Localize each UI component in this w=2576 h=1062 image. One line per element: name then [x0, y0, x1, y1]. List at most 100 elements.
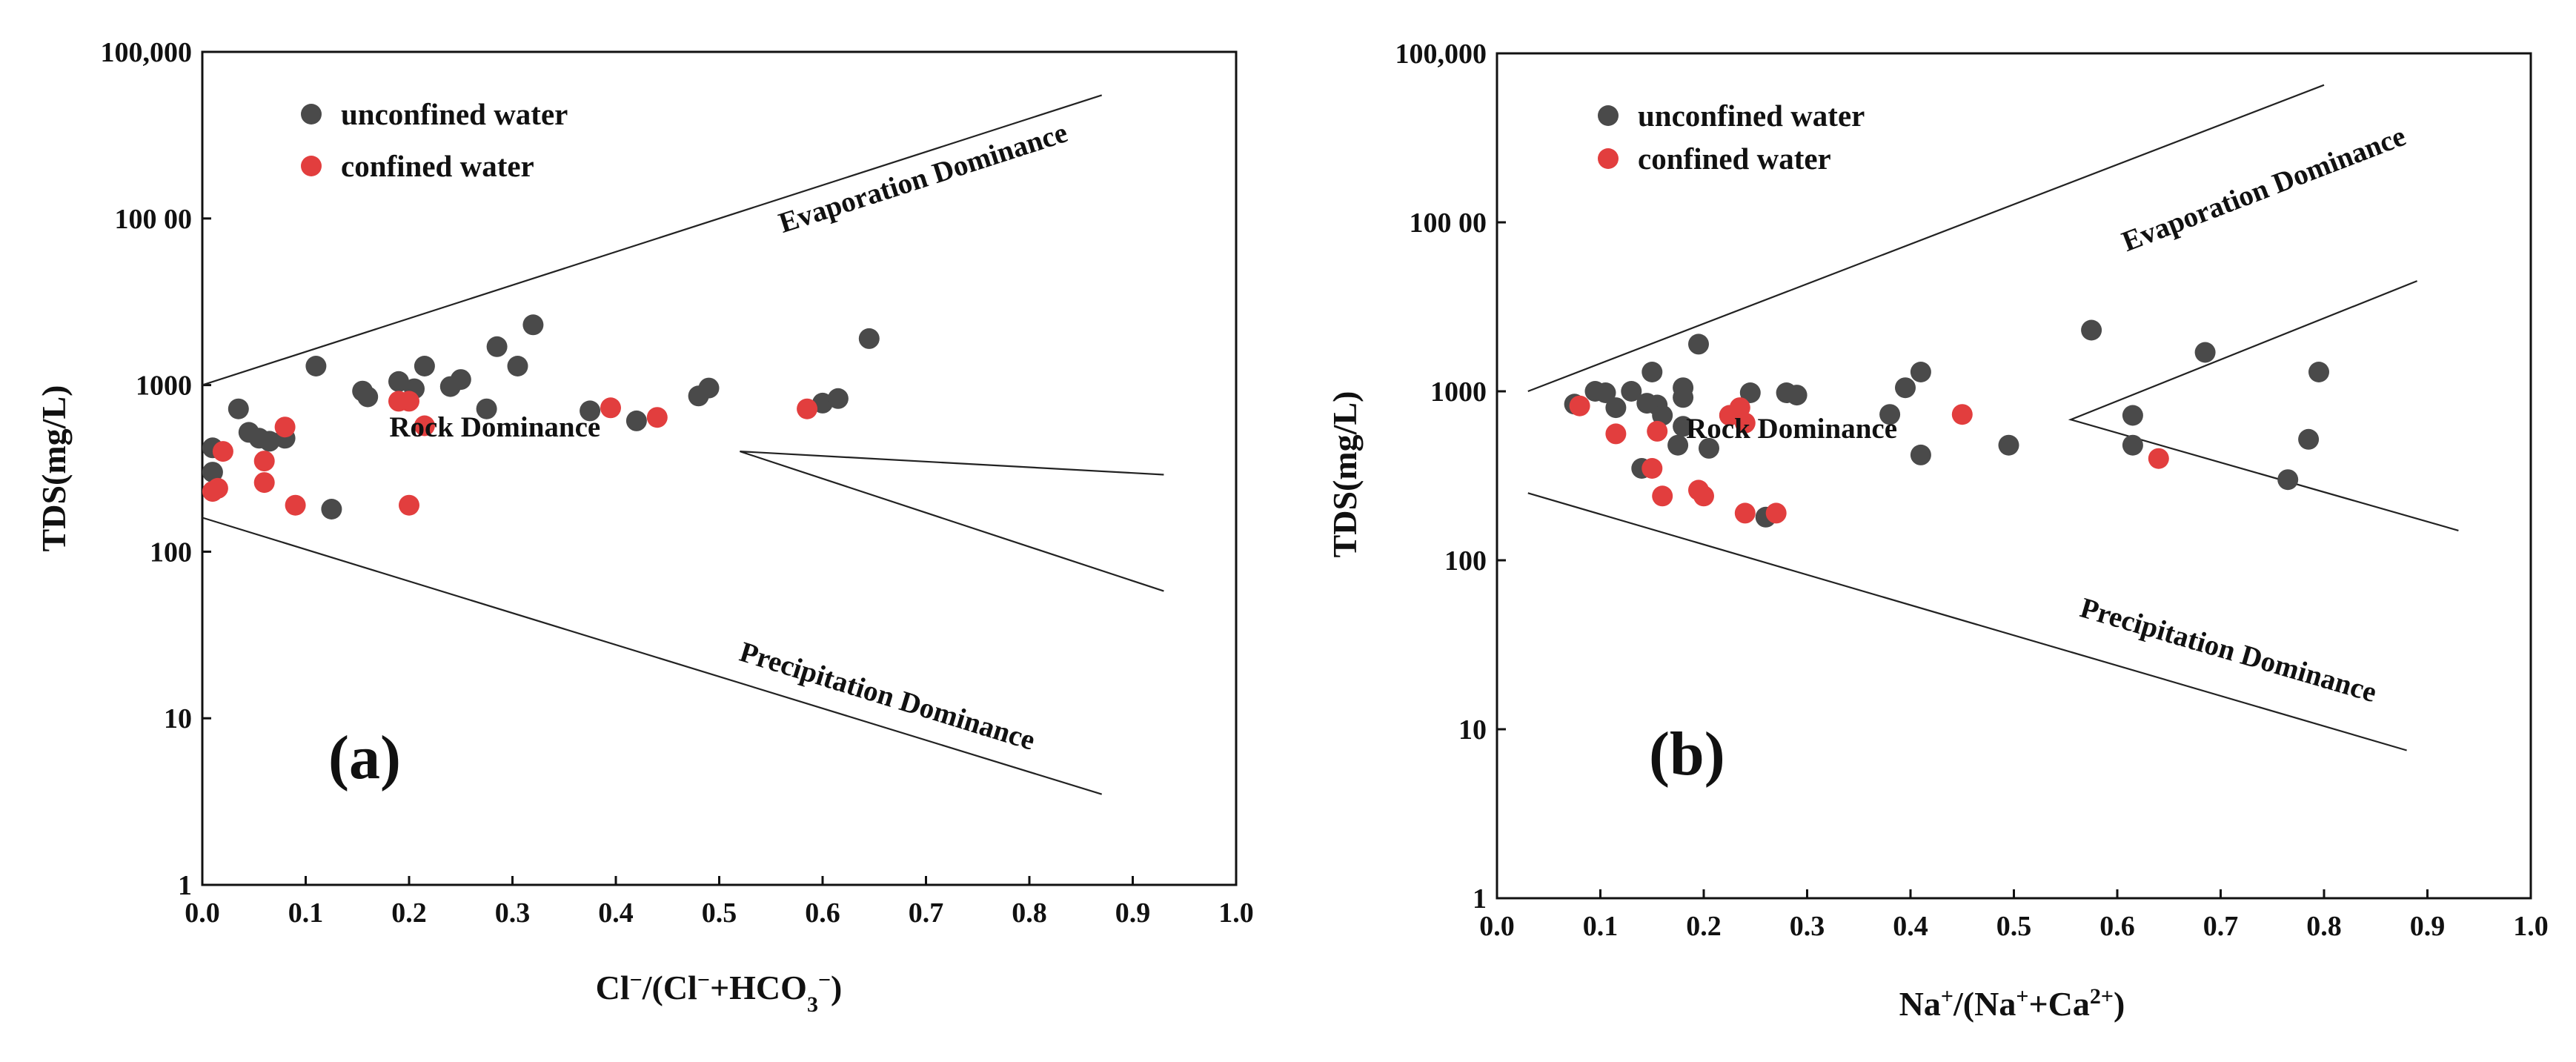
dominance-boundary-line — [1527, 492, 2407, 751]
x-tick-label: 0.9 — [1115, 897, 1151, 929]
panel-b-points — [1564, 319, 2329, 528]
unconfined-water-point — [2081, 319, 2102, 341]
confined-water-point — [414, 415, 435, 437]
x-tick-label: 0.3 — [1790, 911, 1825, 942]
panel-b-chart: 0.0 0.1 0.2 0.3 0.4 0.5 0.6 0.7 0.8 0.9 1.0 1 10 100 1… — [1326, 39, 2549, 1023]
unconfined-water-point — [2194, 342, 2216, 363]
panel-a-x-title-sup: − — [697, 968, 710, 992]
unconfined-water-point — [1786, 385, 1807, 406]
unconfined-water-point — [2298, 428, 2320, 450]
x-tick-label: 1.0 — [1218, 897, 1254, 929]
y-tick-label: 100,000 — [101, 37, 193, 68]
y-tick-label: 100 — [150, 537, 192, 568]
x-tick-label: 0.5 — [1996, 911, 2032, 942]
unconfined-water-point — [357, 386, 379, 408]
confined-water-point — [1569, 395, 1590, 416]
x-tick-label: 0.2 — [1686, 911, 1722, 942]
panel-a-legend-confined-marker — [301, 156, 322, 176]
confined-water-point — [285, 494, 306, 516]
x-tick-label: 0.2 — [391, 897, 427, 929]
confined-water-point — [1734, 502, 1756, 524]
panel-b-legend-unconfined-label: unconfined water — [1638, 99, 1865, 133]
x-tick-label: 0.1 — [288, 897, 324, 929]
panel-a-x-title-sup: − — [630, 968, 643, 992]
confined-water-point — [646, 407, 668, 428]
panel-b-x-title-part: +Ca — [2028, 985, 2089, 1023]
dominance-boundary-line — [740, 451, 1164, 592]
y-tick-label: 100,000 — [1395, 39, 1487, 70]
unconfined-water-point — [259, 431, 280, 452]
x-tick-label: 0.4 — [598, 897, 634, 929]
panel-b-x-title-part: ) — [2114, 985, 2125, 1023]
y-tick-label: 1000 — [136, 371, 192, 402]
panel-a-x-title-part: ) — [831, 969, 842, 1006]
confined-water-point — [253, 451, 275, 472]
unconfined-water-point — [1673, 387, 1694, 408]
panel-a-boundary-lines — [202, 94, 1164, 795]
unconfined-water-point — [1688, 333, 1709, 355]
x-tick-label: 1.0 — [2513, 911, 2549, 942]
unconfined-water-point — [414, 356, 435, 376]
x-tick-label: 0.5 — [702, 897, 737, 929]
unconfined-water-point — [228, 398, 249, 419]
unconfined-water-point — [1910, 444, 1931, 465]
confined-water-point — [1652, 485, 1673, 507]
unconfined-water-point — [1910, 362, 1931, 382]
unconfined-water-point — [1621, 381, 1642, 402]
panel-b-legend-confined-marker — [1598, 148, 1619, 169]
confined-water-point — [253, 472, 275, 494]
panel-b-region-labels: Evaporation Dominance Rock Dominance Preci… — [1686, 120, 2410, 708]
y-tick-label: 1 — [178, 870, 192, 901]
y-tick-label: 100 — [1444, 545, 1487, 577]
unconfined-water-point — [1652, 405, 1673, 426]
unconfined-water-point — [2308, 362, 2329, 382]
confined-water-point — [207, 477, 228, 499]
unconfined-water-point — [1595, 382, 1616, 403]
dominance-boundary-line — [1527, 84, 2325, 393]
unconfined-water-point — [1879, 404, 1901, 425]
confined-water-point — [1605, 423, 1627, 445]
panel-a-x-title-sup: − — [818, 968, 831, 992]
unconfined-water-point — [522, 314, 544, 336]
confined-water-point — [797, 398, 818, 419]
unconfined-water-point — [827, 388, 849, 409]
panel-b-legend: unconfined water confined water — [1598, 99, 1865, 176]
x-tick-label: 0.3 — [495, 897, 531, 929]
unconfined-water-point — [1667, 434, 1689, 456]
x-tick-label: 0.6 — [2099, 911, 2135, 942]
panel-a-axes: 0.0 0.1 0.2 0.3 0.4 0.5 0.6 0.7 0.8 0.9 1.0 1 10 100 1… — [101, 37, 1254, 929]
panel-a-x-title-part: Cl — [596, 969, 630, 1006]
y-tick-label: 10 — [164, 703, 192, 734]
panel-a-legend-unconfined-marker — [301, 104, 322, 125]
unconfined-water-point — [1895, 377, 1916, 399]
panel-a-legend-unconfined-label: unconfined water — [341, 97, 568, 131]
confined-water-point — [1641, 458, 1663, 479]
panel-b-x-title-part: Na — [1899, 985, 1941, 1023]
unconfined-water-point — [858, 328, 880, 349]
dominance-boundary-line — [202, 517, 1103, 795]
y-tick-label: 1 — [1473, 883, 1487, 915]
x-tick-label: 0.4 — [1893, 911, 1928, 942]
unconfined-water-point — [2122, 405, 2143, 426]
unconfined-water-point — [580, 400, 601, 422]
x-tick-label: 0.9 — [2410, 911, 2446, 942]
unconfined-water-point — [625, 410, 647, 431]
unconfined-water-point — [450, 369, 471, 391]
panel-a-legend-confined-label: confined water — [341, 149, 534, 183]
confined-water-point — [1734, 412, 1756, 434]
panel-b-x-title-sup: + — [2016, 984, 2028, 1009]
unconfined-water-point — [2122, 434, 2143, 456]
confined-water-point — [274, 416, 296, 438]
confined-water-point — [1765, 502, 1787, 524]
confined-water-point — [1647, 420, 1668, 442]
panel-a-chart: 0.0 0.1 0.2 0.3 0.4 0.5 0.6 0.7 0.8 0.9 1.0 1 10 100 1… — [35, 37, 1254, 1017]
region-label: Evaporation Dominance — [775, 116, 1072, 239]
unconfined-water-point — [305, 356, 327, 376]
panel-b-label: (b) — [1649, 720, 1725, 789]
panel-b-axes: 0.0 0.1 0.2 0.3 0.4 0.5 0.6 0.7 0.8 0.9 1.0 1 10 100 1… — [1395, 39, 2549, 942]
panel-b-x-title-part: /(Na — [1953, 985, 2016, 1023]
panel-a-y-axis-title: TDS(mg/L) — [35, 385, 73, 552]
x-tick-label: 0.7 — [2203, 911, 2239, 942]
